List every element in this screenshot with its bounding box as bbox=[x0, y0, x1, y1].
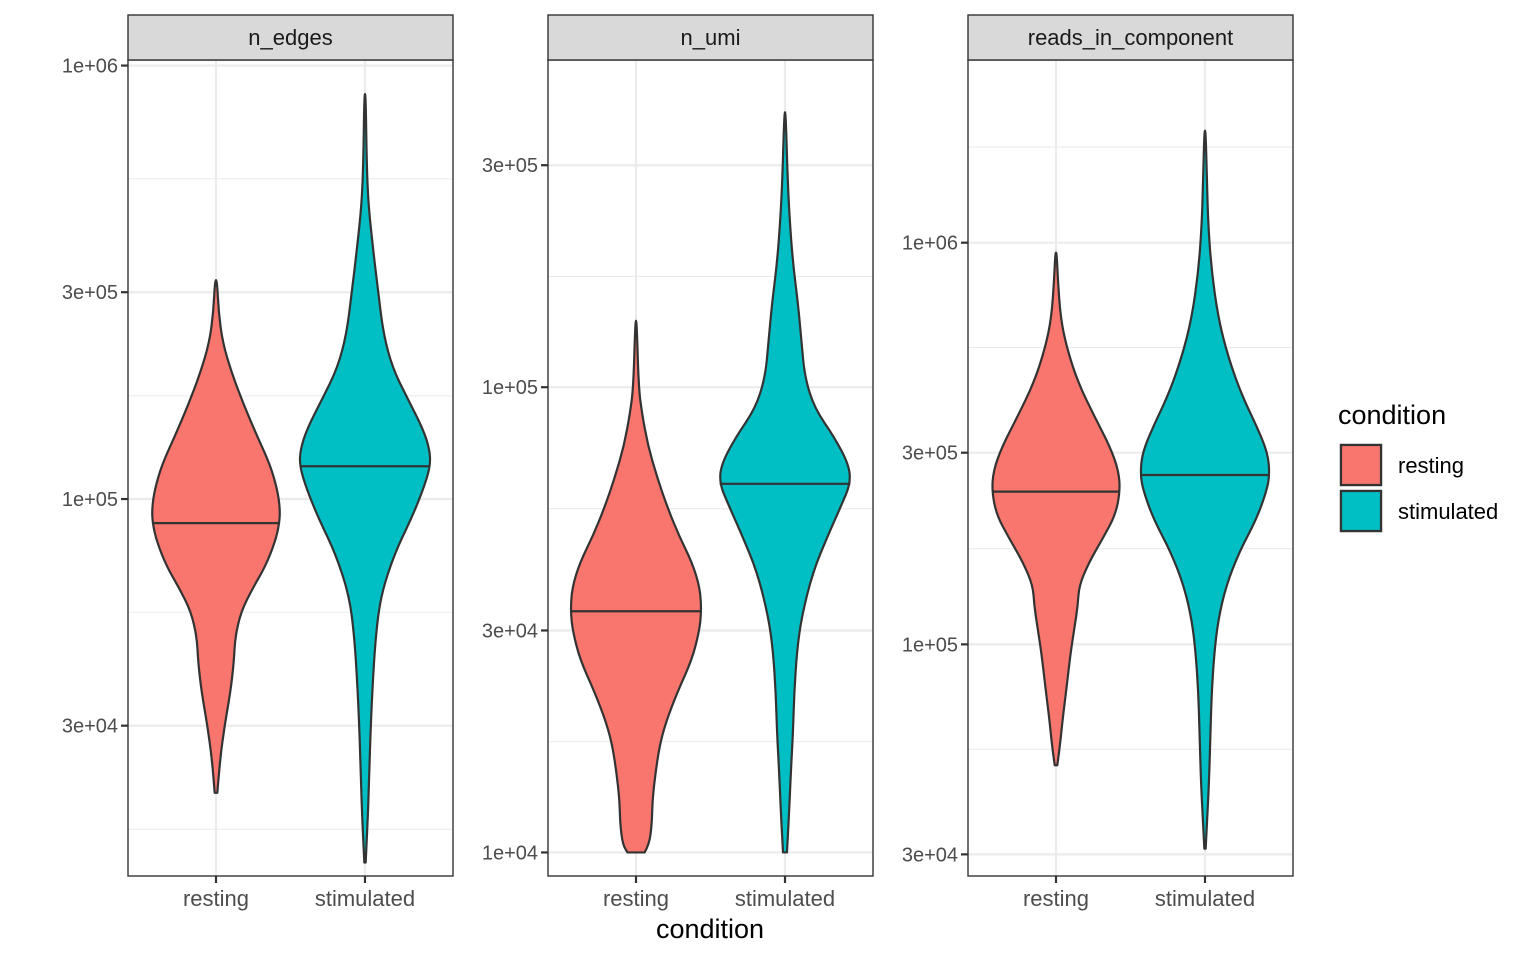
legend-swatch bbox=[1339, 443, 1383, 487]
x-tick-label: resting bbox=[603, 886, 669, 911]
x-tick-label: stimulated bbox=[1155, 886, 1255, 911]
y-tick-label: 3e+05 bbox=[62, 282, 118, 304]
facet-strip-label: reads_in_component bbox=[1028, 25, 1233, 50]
legend-swatch bbox=[1339, 489, 1383, 533]
y-tick-label: 3e+04 bbox=[902, 844, 958, 866]
facet-panel-n-edges: n_edges 3e+04 1e+05 3e+05 1e+06 resting stimul… bbox=[62, 14, 454, 911]
y-tick-label: 3e+04 bbox=[62, 716, 118, 738]
violin-stimulated bbox=[719, 111, 851, 854]
facet-strip bbox=[967, 14, 1294, 61]
y-tick-label: 1e+05 bbox=[482, 377, 538, 399]
facet-strip-label: n_umi bbox=[681, 25, 741, 50]
x-axis-title: condition bbox=[656, 914, 764, 944]
y-tick-label: 1e+05 bbox=[902, 634, 958, 656]
facet-panel-n-umi: n_umi 1e+04 3e+04 1e+05 3e+05 resting stimulat… bbox=[482, 14, 874, 911]
legend: condition resting stimulated bbox=[1338, 400, 1498, 533]
y-tick-label: 1e+04 bbox=[482, 842, 538, 864]
legend-label: resting bbox=[1398, 453, 1464, 478]
facet-strip bbox=[127, 14, 454, 61]
y-tick-label: 3e+05 bbox=[902, 443, 958, 465]
violin-stimulated bbox=[1139, 129, 1271, 850]
y-tick-label: 3e+05 bbox=[482, 155, 538, 177]
x-tick-label: stimulated bbox=[735, 886, 835, 911]
violin-stimulated bbox=[298, 92, 432, 864]
violin-resting bbox=[151, 278, 281, 794]
legend-item-resting: resting bbox=[1339, 443, 1464, 487]
facet-strip-label: n_edges bbox=[248, 25, 332, 50]
legend-item-stimulated: stimulated bbox=[1339, 489, 1498, 533]
facet-panel-reads-in-component: reads_in_component 3e+04 1e+05 3e+05 1e+06 re… bbox=[902, 14, 1294, 911]
facet-panels: n_edges 3e+04 1e+05 3e+05 1e+06 resting stimul… bbox=[62, 14, 1294, 911]
x-tick-label: resting bbox=[1023, 886, 1089, 911]
y-tick-label: 3e+04 bbox=[482, 620, 538, 642]
violin-resting bbox=[569, 319, 703, 854]
facet-strip bbox=[547, 14, 874, 61]
violin-resting bbox=[991, 251, 1121, 767]
legend-title: condition bbox=[1338, 400, 1446, 430]
y-tick-label: 1e+06 bbox=[62, 56, 118, 78]
y-tick-label: 1e+06 bbox=[902, 233, 958, 255]
y-tick-label: 1e+05 bbox=[62, 489, 118, 511]
x-tick-label: resting bbox=[183, 886, 249, 911]
x-tick-label: stimulated bbox=[315, 886, 415, 911]
legend-label: stimulated bbox=[1398, 499, 1498, 524]
